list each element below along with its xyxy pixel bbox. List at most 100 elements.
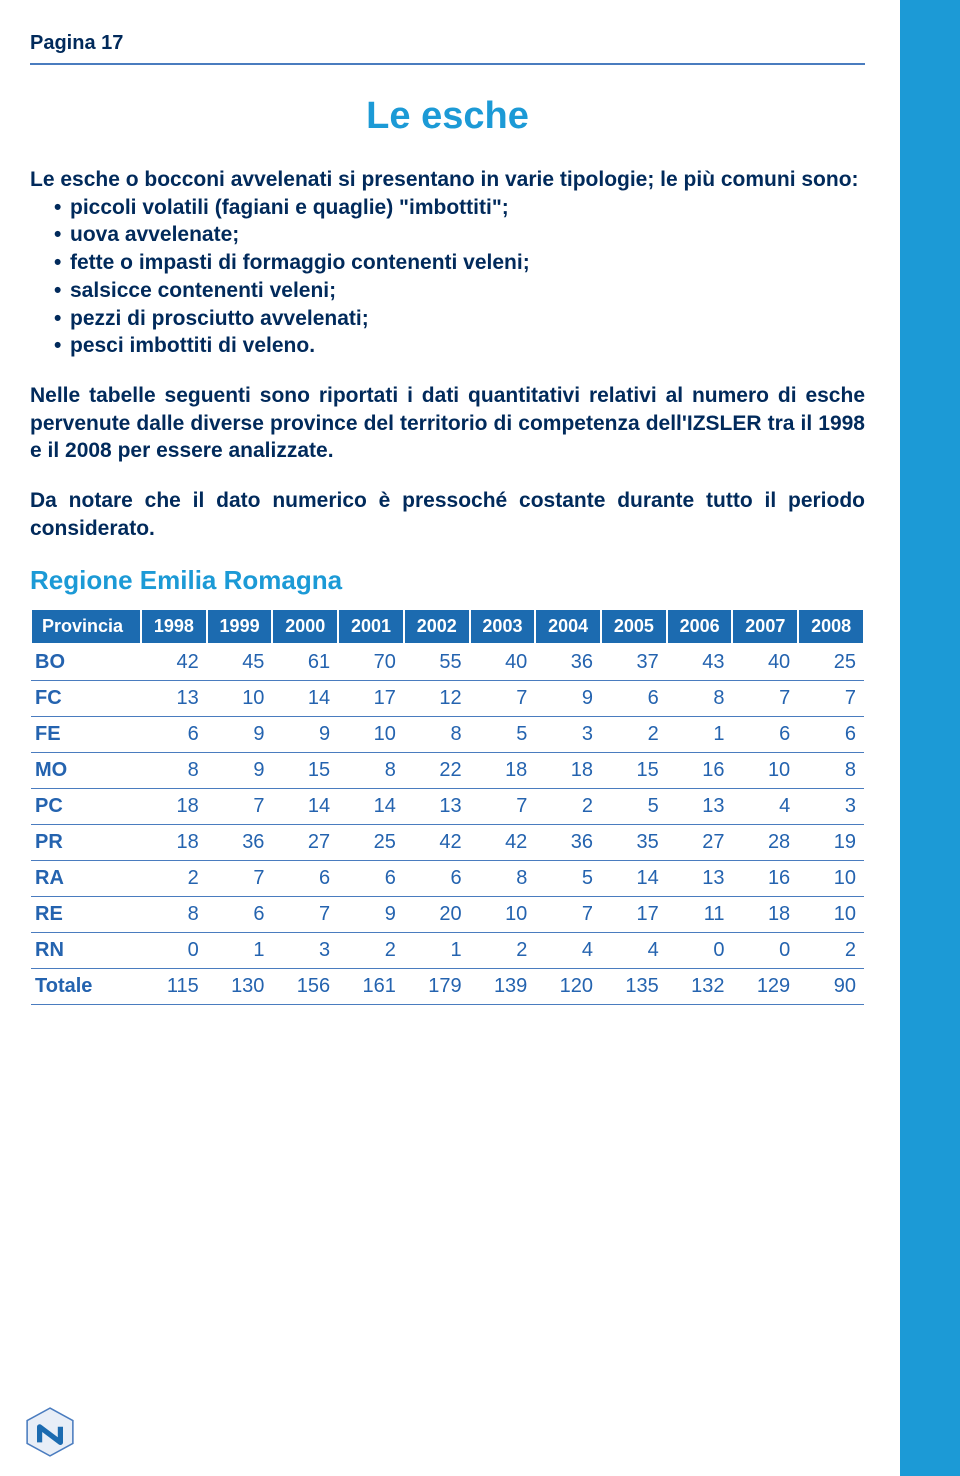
cell-value: 6: [732, 716, 798, 752]
data-table: Provincia 1998 1999 2000 2001 2002 2003 …: [30, 608, 865, 1005]
cell-value: 10: [338, 716, 404, 752]
table-row: PR1836272542423635272819: [31, 824, 864, 860]
cell-value: 6: [404, 860, 470, 896]
cell-value: 8: [470, 860, 536, 896]
table-row: Totale11513015616117913912013513212990: [31, 968, 864, 1004]
row-label: Totale: [31, 968, 141, 1004]
col-header: 2006: [667, 609, 733, 644]
cell-value: 14: [272, 680, 338, 716]
cell-value: 27: [667, 824, 733, 860]
cell-value: 8: [338, 752, 404, 788]
cell-value: 9: [207, 752, 273, 788]
row-label: MO: [31, 752, 141, 788]
cell-value: 55: [404, 644, 470, 681]
cell-value: 18: [535, 752, 601, 788]
cell-value: 40: [470, 644, 536, 681]
table-row: BO4245617055403637434025: [31, 644, 864, 681]
table-row: FE699108532166: [31, 716, 864, 752]
cell-value: 7: [470, 788, 536, 824]
cell-value: 6: [601, 680, 667, 716]
cell-value: 4: [535, 932, 601, 968]
col-header: 2000: [272, 609, 338, 644]
cell-value: 11: [667, 896, 733, 932]
cell-value: 6: [338, 860, 404, 896]
paragraph-3: Da notare che il dato numerico è pressoc…: [30, 487, 865, 542]
cell-value: 43: [667, 644, 733, 681]
col-header: 2003: [470, 609, 536, 644]
cell-value: 37: [601, 644, 667, 681]
cell-value: 6: [207, 896, 273, 932]
cell-value: 20: [404, 896, 470, 932]
table-row: PC1871414137251343: [31, 788, 864, 824]
cell-value: 1: [667, 716, 733, 752]
cell-value: 139: [470, 968, 536, 1004]
cell-value: 35: [601, 824, 667, 860]
row-label: FC: [31, 680, 141, 716]
cell-value: 42: [141, 644, 207, 681]
cell-value: 4: [601, 932, 667, 968]
cell-value: 13: [404, 788, 470, 824]
cell-value: 61: [272, 644, 338, 681]
cell-value: 15: [601, 752, 667, 788]
cell-value: 42: [404, 824, 470, 860]
cell-value: 120: [535, 968, 601, 1004]
cell-value: 0: [732, 932, 798, 968]
cell-value: 70: [338, 644, 404, 681]
cell-value: 10: [470, 896, 536, 932]
cell-value: 2: [141, 860, 207, 896]
bullet-item: uova avvelenate;: [54, 221, 865, 249]
col-header: 2002: [404, 609, 470, 644]
logo-icon: [24, 1406, 76, 1458]
cell-value: 9: [535, 680, 601, 716]
cell-value: 27: [272, 824, 338, 860]
cell-value: 3: [535, 716, 601, 752]
col-header: 2007: [732, 609, 798, 644]
bullet-item: pezzi di prosciutto avvelenati;: [54, 305, 865, 333]
cell-value: 13: [141, 680, 207, 716]
cell-value: 8: [141, 752, 207, 788]
cell-value: 10: [798, 896, 864, 932]
cell-value: 5: [470, 716, 536, 752]
row-label: PC: [31, 788, 141, 824]
col-header: 2005: [601, 609, 667, 644]
bullet-list: piccoli volatili (fagiani e quaglie) "im…: [30, 194, 865, 360]
table-row: RE86792010717111810: [31, 896, 864, 932]
region-heading: Regione Emilia Romagna: [30, 565, 865, 596]
cell-value: 28: [732, 824, 798, 860]
bullet-item: pesci imbottiti di veleno.: [54, 332, 865, 360]
cell-value: 156: [272, 968, 338, 1004]
cell-value: 8: [798, 752, 864, 788]
paragraph-2: Nelle tabelle seguenti sono riportati i …: [30, 382, 865, 465]
table-row: RA276668514131610: [31, 860, 864, 896]
cell-value: 19: [798, 824, 864, 860]
cell-value: 36: [535, 644, 601, 681]
right-accent-band: [900, 0, 960, 1476]
bullet-item: salsicce contenenti veleni;: [54, 277, 865, 305]
cell-value: 2: [798, 932, 864, 968]
header-rule: [30, 63, 865, 65]
cell-value: 7: [470, 680, 536, 716]
cell-value: 14: [338, 788, 404, 824]
bullet-item: fette o impasti di formaggio contenenti …: [54, 249, 865, 277]
cell-value: 2: [338, 932, 404, 968]
col-header: 2004: [535, 609, 601, 644]
cell-value: 6: [272, 860, 338, 896]
cell-value: 12: [404, 680, 470, 716]
table-row: FC1310141712796877: [31, 680, 864, 716]
page-title: Le esche: [30, 95, 865, 138]
cell-value: 2: [470, 932, 536, 968]
page-number-label: Pagina 17: [30, 32, 865, 55]
cell-value: 7: [798, 680, 864, 716]
col-header: 2001: [338, 609, 404, 644]
cell-value: 13: [667, 788, 733, 824]
intro-paragraph: Le esche o bocconi avvelenati si present…: [30, 166, 865, 360]
col-header: 1999: [207, 609, 273, 644]
cell-value: 115: [141, 968, 207, 1004]
cell-value: 9: [272, 716, 338, 752]
cell-value: 90: [798, 968, 864, 1004]
cell-value: 8: [667, 680, 733, 716]
cell-value: 15: [272, 752, 338, 788]
table-body: BO4245617055403637434025FC13101417127968…: [31, 644, 864, 1005]
cell-value: 5: [601, 788, 667, 824]
cell-value: 18: [470, 752, 536, 788]
